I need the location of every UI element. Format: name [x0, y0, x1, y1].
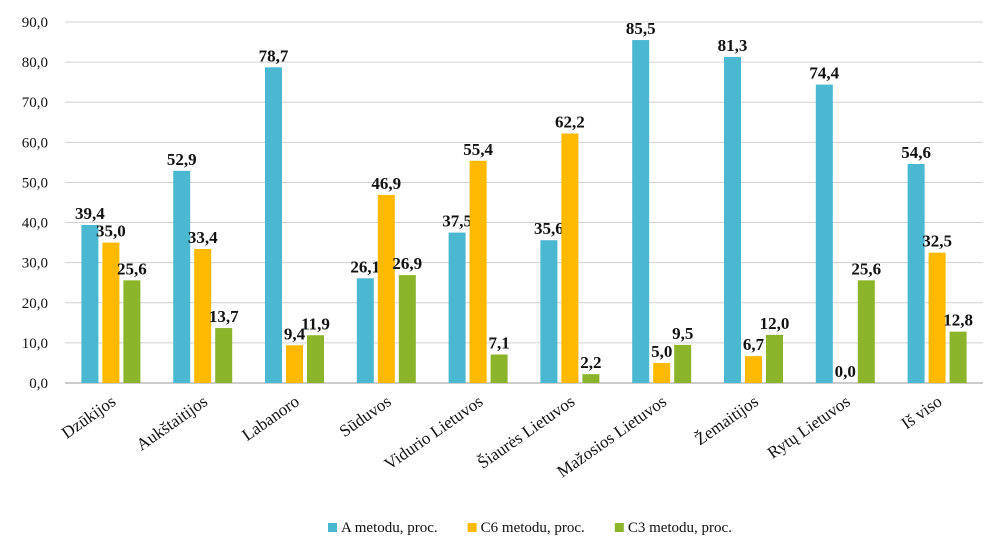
bar — [582, 374, 600, 383]
data-label: 7,1 — [488, 334, 509, 353]
data-label: 26,9 — [392, 254, 422, 273]
x-category-label: Rytų Lietuvos — [764, 392, 854, 463]
data-label: 81,3 — [718, 36, 748, 55]
data-label: 74,4 — [809, 64, 839, 83]
bar — [907, 163, 925, 383]
bar — [561, 133, 579, 383]
x-category-label: Iš viso — [898, 392, 946, 433]
data-label: 0,0 — [835, 362, 856, 381]
bar — [81, 224, 99, 383]
data-label: 9,5 — [672, 324, 693, 343]
bar — [356, 278, 374, 383]
data-label: 12,0 — [760, 314, 790, 333]
legend-label: C3 metodu, proc. — [628, 520, 732, 536]
bar — [469, 160, 487, 383]
bar — [745, 356, 762, 383]
bar — [857, 280, 875, 383]
bar — [674, 344, 692, 383]
x-category-label: Aukštaitijos — [133, 392, 211, 455]
y-tick-label: 50,0 — [22, 175, 48, 191]
y-tick-label: 30,0 — [22, 256, 48, 272]
y-tick-label: 80,0 — [22, 55, 48, 71]
bar — [123, 280, 141, 383]
data-label: 35,6 — [534, 219, 564, 238]
data-label: 12,8 — [943, 311, 973, 330]
x-category-label: Žemaitijos — [691, 392, 761, 449]
bar — [265, 67, 282, 383]
bar — [194, 249, 212, 383]
data-label: 62,2 — [555, 113, 585, 132]
data-label: 32,5 — [922, 232, 952, 251]
x-category-label: Sūduvos — [336, 392, 395, 441]
bar — [632, 40, 650, 384]
bar — [398, 275, 416, 383]
x-category-label: Dzūkijos — [58, 392, 119, 443]
legend-swatch — [467, 523, 477, 532]
data-label: 78,7 — [259, 46, 289, 65]
bar — [815, 84, 833, 383]
data-label: 2,2 — [580, 353, 601, 372]
bar — [724, 56, 741, 383]
y-tick-label: 10,0 — [22, 336, 48, 352]
bar — [490, 354, 508, 383]
x-category-label: Vidurio Lietuvos — [381, 392, 487, 474]
y-tick-label: 0,0 — [29, 376, 48, 392]
data-label: 6,7 — [743, 335, 765, 354]
data-label: 37,5 — [442, 212, 472, 231]
data-label: 35,0 — [96, 222, 126, 241]
data-label: 13,7 — [209, 307, 239, 326]
y-tick-label: 20,0 — [22, 296, 48, 312]
bar — [215, 328, 233, 383]
bar — [653, 362, 671, 383]
x-category-label: Labanoro — [239, 392, 303, 445]
data-label: 26,1 — [350, 257, 380, 276]
y-tick-label: 90,0 — [22, 15, 48, 31]
bar — [448, 232, 466, 383]
bar — [949, 331, 967, 383]
data-label: 25,6 — [851, 259, 881, 278]
data-label: 54,6 — [901, 143, 931, 162]
data-label: 55,4 — [463, 140, 493, 159]
bar — [928, 252, 946, 383]
bar — [307, 335, 324, 383]
data-label: 11,9 — [301, 314, 330, 333]
data-label: 85,5 — [626, 19, 656, 38]
bar — [173, 170, 191, 383]
y-tick-label: 60,0 — [22, 135, 48, 151]
data-label: 9,4 — [284, 324, 306, 343]
bar — [102, 242, 120, 383]
y-tick-label: 70,0 — [22, 95, 48, 111]
bar — [766, 334, 783, 383]
bar — [286, 345, 303, 383]
data-label: 52,9 — [167, 150, 197, 169]
data-label: 46,9 — [371, 174, 401, 193]
legend-swatch — [614, 523, 624, 532]
y-tick-label: 40,0 — [22, 216, 48, 232]
legend-label: C6 metodu, proc. — [481, 520, 585, 536]
legend-swatch — [328, 523, 337, 532]
data-label: 5,0 — [651, 342, 672, 361]
data-label: 25,6 — [117, 259, 147, 278]
bar — [540, 240, 558, 383]
data-label: 33,4 — [188, 228, 218, 247]
bar — [377, 194, 395, 383]
legend-label: A metodu, proc. — [341, 520, 438, 536]
data-label: 39,4 — [75, 204, 105, 223]
